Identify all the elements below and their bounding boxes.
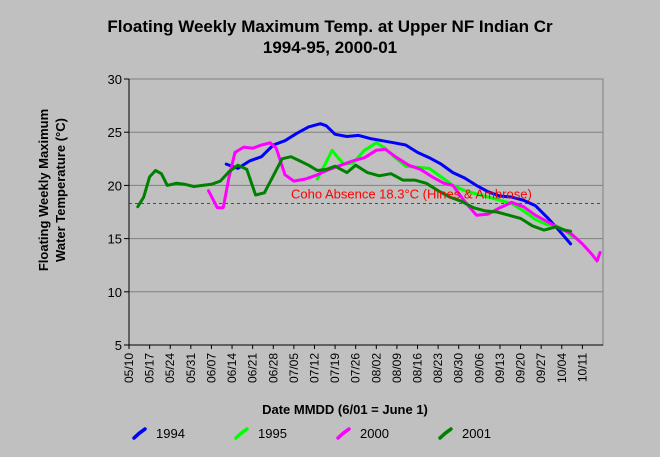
x-tick-label: 08/16 (411, 353, 425, 383)
legend-swatch-2 (336, 427, 351, 440)
series-line-2001 (136, 155, 573, 233)
chart-plot-area: 5 10 15 20 25 30 05/10 05/17 05/24 05/31 06/07 06/1… (108, 72, 604, 383)
legend-swatch-3 (438, 427, 453, 440)
x-tick-label: 05/31 (184, 353, 198, 383)
x-tick-label: 10/11 (575, 353, 589, 382)
x-tick-label: 06/07 (204, 353, 218, 383)
x-tick-label: 06/28 (266, 353, 280, 383)
x-tick-label: 10/04 (555, 353, 569, 383)
x-tick-label: 06/21 (246, 353, 260, 383)
legend-label-3: 2001 (462, 426, 491, 441)
x-tick-label: 09/20 (514, 353, 528, 383)
threshold-label: Coho Absence 18.3°C (Hines & Ambrose) (291, 186, 532, 201)
series-line-2000 (207, 141, 602, 263)
x-tick-label: 08/09 (390, 353, 404, 383)
x-tick-label: 08/23 (431, 353, 445, 383)
legend-label-1: 1995 (258, 426, 287, 441)
x-tick-label: 08/02 (369, 353, 383, 383)
legend-swatch-1 (234, 427, 249, 440)
x-tick-label: 07/26 (349, 353, 363, 383)
series-line-1994 (224, 122, 573, 246)
y-tick-label: 30 (108, 72, 122, 87)
y-tick-label: 10 (108, 285, 122, 300)
legend: 1994 1995 2000 2001 (130, 424, 570, 444)
x-axis-label: Date MMDD (6/01 = June 1) (262, 402, 428, 417)
x-tick-label: 08/30 (452, 353, 466, 383)
y-tick-label: 5 (115, 338, 122, 353)
x-tick-label: 05/10 (122, 353, 136, 383)
x-tick-label: 05/17 (143, 353, 157, 383)
y-tick-label: 15 (108, 232, 122, 247)
y-axis-label: Floating Weekly Maximum Water Temperatur… (36, 108, 68, 272)
legend-label-0: 1994 (156, 426, 185, 441)
legend-swatch-0 (132, 427, 147, 440)
chart-title-block: Floating Weekly Maximum Temp. at Upper N… (0, 16, 660, 58)
x-tick-label: 09/06 (472, 353, 486, 383)
x-tick-label: 07/05 (287, 353, 301, 383)
chart-subtitle: 1994-95, 2000-01 (262, 38, 398, 57)
chart-title: Floating Weekly Maximum Temp. at Upper N… (107, 17, 553, 36)
y-tick-label: 20 (108, 178, 122, 193)
x-tick-label: 09/27 (534, 353, 548, 383)
x-tick-label: 07/12 (307, 353, 321, 383)
x-tick-label: 07/19 (328, 353, 342, 383)
y-tick-label: 25 (108, 125, 122, 140)
legend-label-2: 2000 (360, 426, 389, 441)
x-tick-label: 09/13 (493, 353, 507, 383)
x-tick-label: 06/14 (225, 353, 239, 383)
x-tick-label: 05/24 (163, 353, 177, 383)
